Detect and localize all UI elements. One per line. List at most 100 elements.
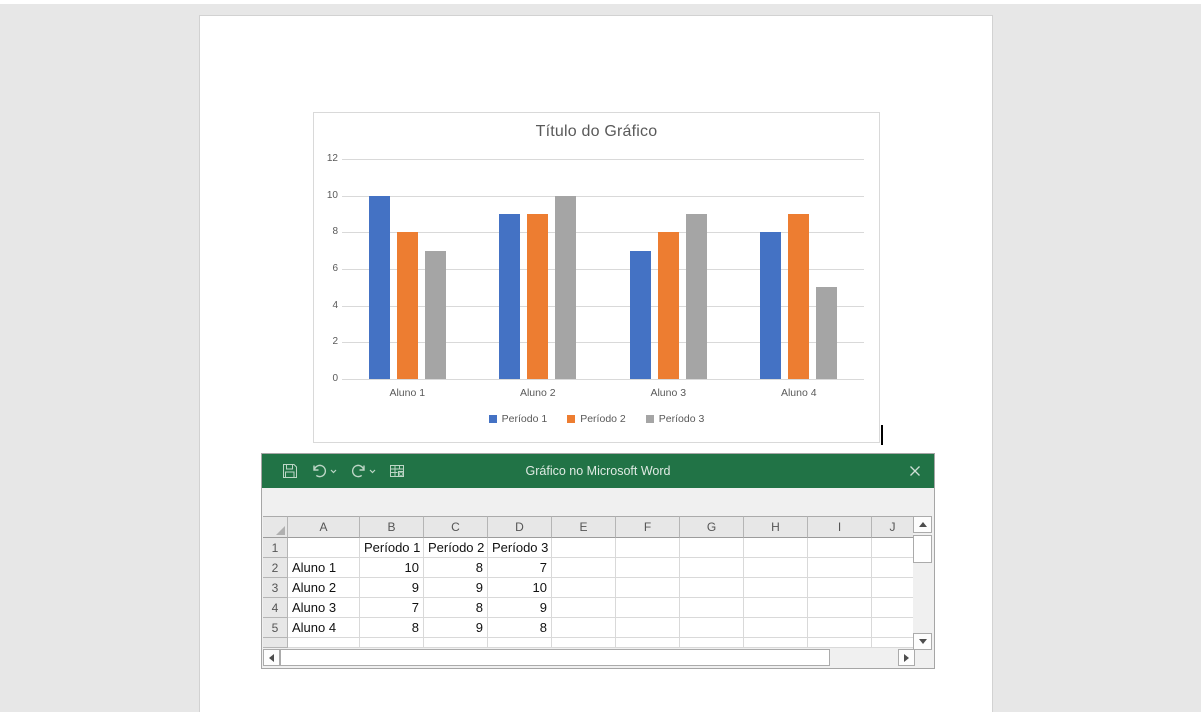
redo-button[interactable] (350, 463, 376, 479)
word-page[interactable]: Título do Gráfico 0 2 4 6 8 10 12 Aluno 1 Aluno… (199, 15, 993, 712)
cell-E5[interactable] (552, 618, 616, 638)
cell-H4[interactable] (744, 598, 808, 618)
cell-A2[interactable]: Aluno 1 (288, 558, 360, 578)
cell-F5[interactable] (616, 618, 680, 638)
grid-cell[interactable] (808, 638, 872, 648)
cell-G4[interactable] (680, 598, 744, 618)
grid-cell[interactable] (552, 638, 616, 648)
grid-cell[interactable] (360, 638, 424, 648)
cell-H5[interactable] (744, 618, 808, 638)
cell-D4[interactable]: 9 (488, 598, 552, 618)
cell-A4[interactable]: Aluno 3 (288, 598, 360, 618)
cell-B4[interactable]: 7 (360, 598, 424, 618)
cell-C4[interactable]: 8 (424, 598, 488, 618)
column-header-G[interactable]: G (680, 516, 744, 538)
column-header-B[interactable]: B (360, 516, 424, 538)
y-tick-label: 8 (332, 226, 338, 238)
cell-G5[interactable] (680, 618, 744, 638)
row-header-6[interactable] (263, 638, 288, 648)
horizontal-scroll-thumb[interactable] (280, 649, 830, 666)
cell-F4[interactable] (616, 598, 680, 618)
horizontal-scrollbar[interactable] (263, 649, 915, 666)
cell-F2[interactable] (616, 558, 680, 578)
cell-D3[interactable]: 10 (488, 578, 552, 598)
cell-A5[interactable]: Aluno 4 (288, 618, 360, 638)
cell-F3[interactable] (616, 578, 680, 598)
cell-I5[interactable] (808, 618, 872, 638)
cell-A3[interactable]: Aluno 2 (288, 578, 360, 598)
column-header-I[interactable]: I (808, 516, 872, 538)
scroll-left-button[interactable] (263, 649, 280, 666)
cell-E4[interactable] (552, 598, 616, 618)
column-header-C[interactable]: C (424, 516, 488, 538)
embedded-chart[interactable]: Título do Gráfico 0 2 4 6 8 10 12 Aluno 1 Aluno… (313, 112, 880, 443)
cell-A1[interactable] (288, 538, 360, 558)
grid-cell[interactable] (288, 638, 360, 648)
close-button[interactable] (907, 463, 923, 479)
column-header-H[interactable]: H (744, 516, 808, 538)
legend-swatch-icon (488, 415, 497, 423)
scroll-right-button[interactable] (898, 649, 915, 666)
cell-I2[interactable] (808, 558, 872, 578)
undo-button[interactable] (311, 463, 337, 479)
chevron-down-icon[interactable] (369, 469, 376, 474)
cell-I1[interactable] (808, 538, 872, 558)
cell-J5[interactable] (872, 618, 914, 638)
horizontal-scroll-track[interactable] (830, 649, 898, 666)
cell-E2[interactable] (552, 558, 616, 578)
edit-data-in-excel-button[interactable] (389, 463, 405, 479)
grid-cell[interactable] (616, 638, 680, 648)
vertical-scrollbar[interactable] (913, 516, 932, 650)
select-all-corner[interactable] (263, 516, 288, 538)
cell-B1[interactable]: Período 1 (360, 538, 424, 558)
cell-J1[interactable] (872, 538, 914, 558)
vertical-scroll-thumb[interactable] (913, 535, 932, 563)
cell-C3[interactable]: 9 (424, 578, 488, 598)
window-titlebar[interactable]: Gráfico no Microsoft Word (262, 454, 934, 488)
grid-cell[interactable] (488, 638, 552, 648)
cell-D2[interactable]: 7 (488, 558, 552, 578)
cell-B5[interactable]: 8 (360, 618, 424, 638)
grid-cell[interactable] (744, 638, 808, 648)
cell-E1[interactable] (552, 538, 616, 558)
cell-G2[interactable] (680, 558, 744, 578)
column-header-E[interactable]: E (552, 516, 616, 538)
row-header-5[interactable]: 5 (263, 618, 288, 638)
row-header-1[interactable]: 1 (263, 538, 288, 558)
column-header-J[interactable]: J (872, 516, 914, 538)
cell-J4[interactable] (872, 598, 914, 618)
scroll-down-button[interactable] (913, 633, 932, 650)
cell-G3[interactable] (680, 578, 744, 598)
cell-H2[interactable] (744, 558, 808, 578)
cell-I3[interactable] (808, 578, 872, 598)
cell-C1[interactable]: Período 2 (424, 538, 488, 558)
cell-I4[interactable] (808, 598, 872, 618)
cell-F1[interactable] (616, 538, 680, 558)
grid-cell[interactable] (872, 638, 914, 648)
cell-H3[interactable] (744, 578, 808, 598)
cell-C5[interactable]: 9 (424, 618, 488, 638)
grid-cell[interactable] (424, 638, 488, 648)
chevron-down-icon[interactable] (330, 469, 337, 474)
cell-C2[interactable]: 8 (424, 558, 488, 578)
save-button[interactable] (282, 463, 298, 479)
cell-E3[interactable] (552, 578, 616, 598)
cell-B2[interactable]: 10 (360, 558, 424, 578)
row-header-3[interactable]: 3 (263, 578, 288, 598)
scroll-up-button[interactable] (913, 516, 932, 533)
column-header-D[interactable]: D (488, 516, 552, 538)
cell-D5[interactable]: 8 (488, 618, 552, 638)
grid-cell[interactable] (680, 638, 744, 648)
cell-G1[interactable] (680, 538, 744, 558)
row-header-4[interactable]: 4 (263, 598, 288, 618)
column-header-A[interactable]: A (288, 516, 360, 538)
cell-J2[interactable] (872, 558, 914, 578)
column-header-F[interactable]: F (616, 516, 680, 538)
cell-J3[interactable] (872, 578, 914, 598)
cell-H1[interactable] (744, 538, 808, 558)
row-header-2[interactable]: 2 (263, 558, 288, 578)
legend-swatch-icon (645, 415, 654, 423)
cell-D1[interactable]: Período 3 (488, 538, 552, 558)
cell-B3[interactable]: 9 (360, 578, 424, 598)
